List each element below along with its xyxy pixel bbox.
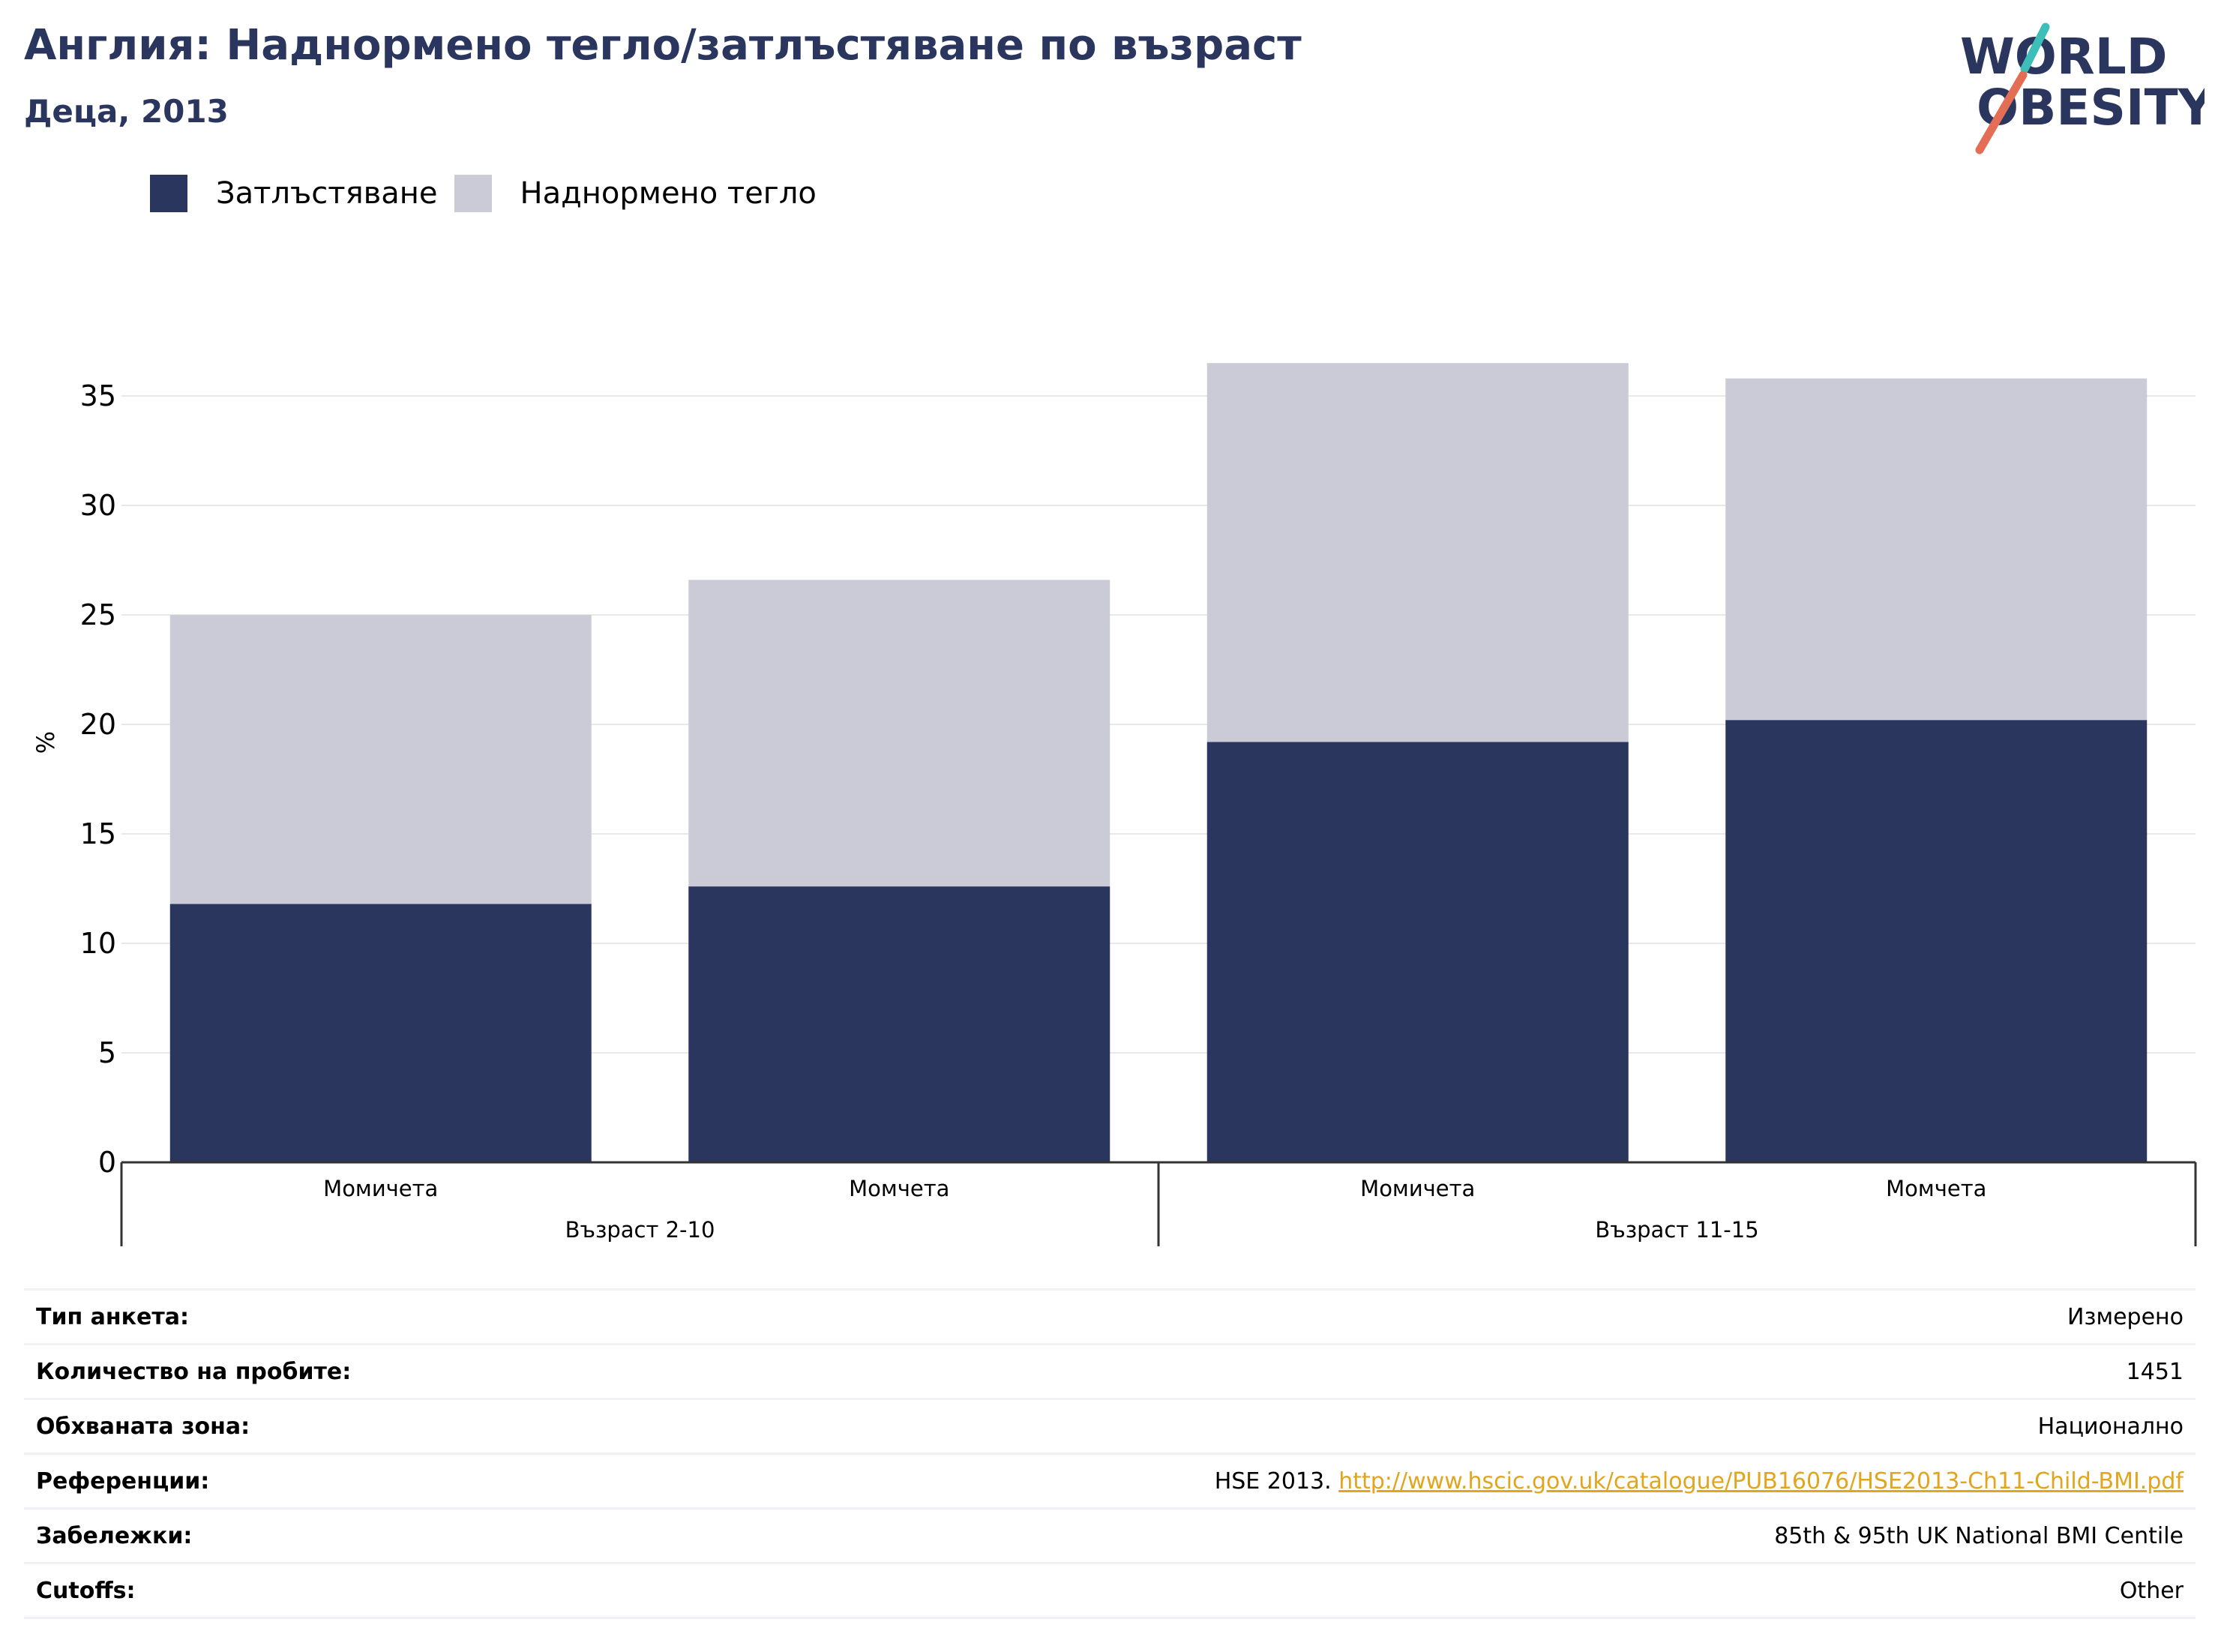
legend-swatch-obesity	[150, 175, 187, 212]
x-tick-label: Момчета	[849, 1176, 949, 1201]
y-tick-label: 25	[80, 598, 116, 631]
logo-line1: WORLD	[1960, 28, 2168, 85]
legend-item-obesity[interactable]: Затлъстяване	[150, 175, 438, 212]
info-value: Other	[577, 1562, 2196, 1619]
world-obesity-logo: WORLD OBESITY	[1960, 22, 2205, 154]
bar-obesity	[688, 886, 1110, 1162]
chart-title: Англия: Наднормено тегло/затлъстяване по…	[24, 21, 1302, 70]
info-value: Национално	[577, 1398, 2196, 1454]
legend-label-obesity: Затлъстяване	[216, 176, 438, 211]
survey-info-table: Тип анкета: Измерено Количество на проби…	[24, 1288, 2196, 1619]
info-value: HSE 2013. http://www.hscic.gov.uk/catalo…	[577, 1453, 2196, 1509]
y-tick-label: 35	[80, 379, 116, 412]
info-row-sample-size: Количество на пробите: 1451	[24, 1343, 2196, 1399]
info-value: Измерено	[577, 1288, 2196, 1345]
x-tick-label: Момичета	[1360, 1176, 1475, 1201]
bar-overweight	[1206, 363, 1629, 742]
info-label: Референции:	[24, 1453, 577, 1509]
bar-obesity	[1206, 742, 1629, 1162]
y-tick-label: 10	[80, 927, 116, 960]
info-row-references: Референции: HSE 2013. http://www.hscic.g…	[24, 1453, 2196, 1509]
chart-legend: Затлъстяване Наднормено тегло	[150, 172, 833, 214]
bar-overweight	[169, 615, 592, 904]
bar-overweight	[1725, 378, 2148, 721]
info-row-survey-type: Тип анкета: Измерено	[24, 1288, 2196, 1345]
group-label: Възраст 2-10	[565, 1217, 715, 1243]
info-value: 85th & 95th UK National BMI Centile	[577, 1507, 2196, 1564]
logo-slash-teal	[2020, 22, 2050, 73]
info-label: Обхваната зона:	[24, 1398, 577, 1454]
stacked-bar-chart: 0 5 10 15 20 25 30 35% Момичета Момчета Момичета Мо…	[31, 363, 2197, 1246]
y-tick-label: 0	[98, 1146, 116, 1179]
legend-label-overweight: Наднормено тегло	[520, 176, 817, 211]
reference-link[interactable]: http://www.hscic.gov.uk/catalogue/PUB160…	[1338, 1468, 2184, 1495]
x-tick-label: Момчета	[1886, 1176, 1986, 1201]
x-tick-label: Момичета	[323, 1176, 438, 1201]
info-row-notes: Забележки: 85th & 95th UK National BMI C…	[24, 1507, 2196, 1564]
legend-item-overweight[interactable]: Наднормено тегло	[454, 175, 817, 212]
info-label: Количество на пробите:	[24, 1343, 577, 1399]
legend-swatch-overweight	[454, 175, 492, 212]
group-label: Възраст 11-15	[1595, 1217, 1758, 1243]
info-label: Cutoffs:	[24, 1562, 577, 1619]
y-tick-label: 15	[80, 817, 116, 850]
info-row-area-covered: Обхваната зона: Национално	[24, 1398, 2196, 1454]
info-row-cutoffs: Cutoffs: Other	[24, 1562, 2196, 1619]
bar-obesity	[1725, 720, 2148, 1162]
y-tick-label: 30	[80, 489, 116, 522]
reference-text: HSE 2013.	[1214, 1468, 1332, 1495]
bar-overweight	[688, 580, 1110, 887]
bar-obesity	[169, 904, 592, 1162]
y-tick-label: 5	[98, 1036, 116, 1069]
logo-slash-coral	[1975, 70, 2028, 154]
y-axis-label: %	[31, 731, 60, 754]
info-label: Тип анкета:	[24, 1288, 577, 1345]
y-tick-label: 20	[80, 708, 116, 741]
info-label: Забележки:	[24, 1507, 577, 1564]
info-value: 1451	[577, 1343, 2196, 1399]
chart-subtitle: Деца, 2013	[24, 93, 229, 130]
